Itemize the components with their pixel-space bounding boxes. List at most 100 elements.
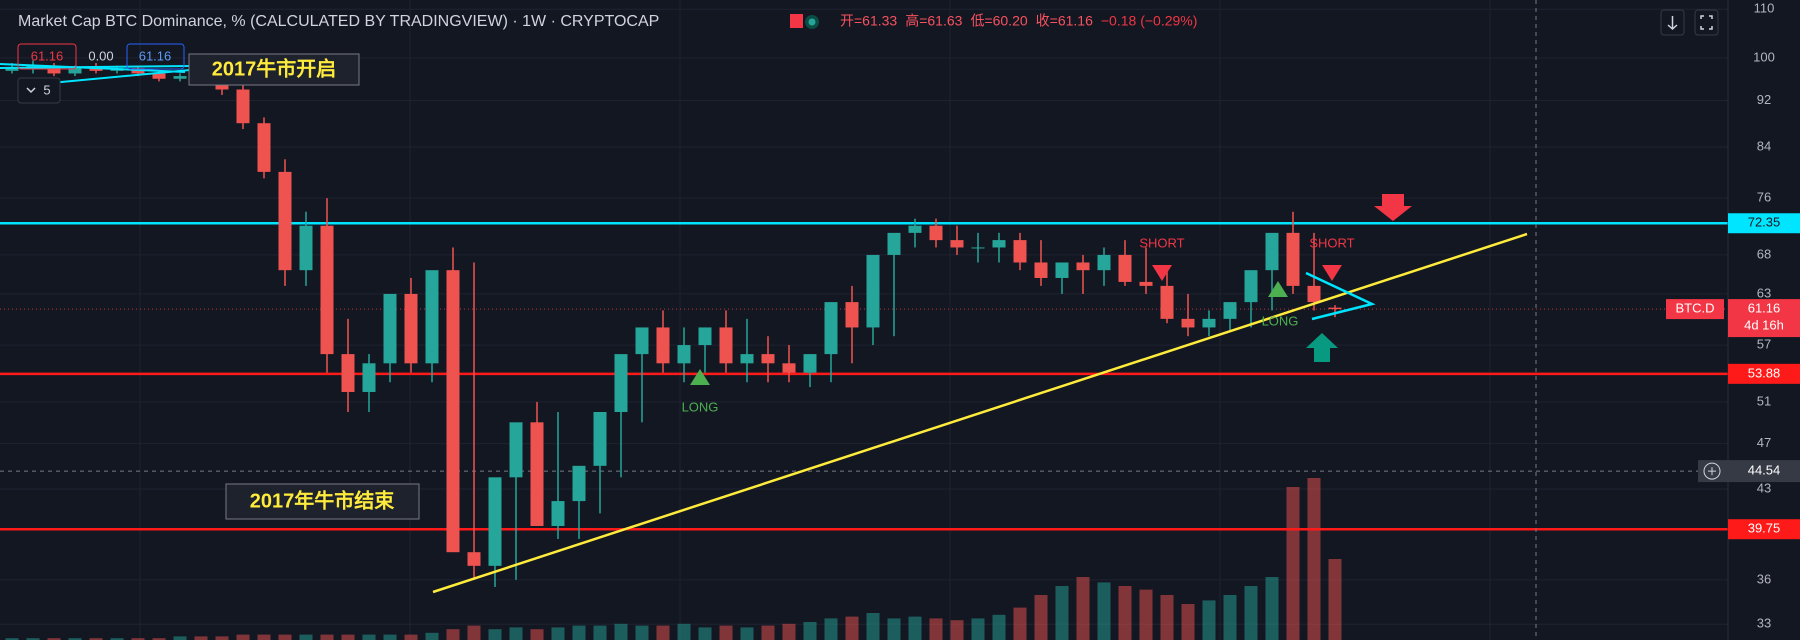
volume-bar xyxy=(635,625,649,640)
legend-box xyxy=(17,43,77,70)
cyan-line xyxy=(39,69,191,85)
volume-bar xyxy=(1223,595,1237,640)
volume-bar xyxy=(236,634,250,640)
volume-bar xyxy=(740,627,754,640)
volume-bar xyxy=(320,634,334,640)
candle-body xyxy=(887,232,901,255)
candle-body xyxy=(1013,240,1027,263)
down-arrow xyxy=(1374,194,1412,221)
chart-title: Market Cap BTC Dominance, % (CALCULATED … xyxy=(18,13,659,30)
ohlc-value: 高=61.63 xyxy=(905,13,962,29)
candle-body xyxy=(803,354,817,373)
volume-bar xyxy=(509,627,523,640)
candle-body xyxy=(509,422,523,478)
y-tick-label: 57 xyxy=(1757,337,1771,352)
candle-body xyxy=(782,363,796,373)
volume-bar xyxy=(824,618,838,640)
volume-bar xyxy=(950,620,964,640)
candle-body xyxy=(68,68,82,74)
candle-body xyxy=(656,327,670,364)
down-icon xyxy=(1667,16,1678,31)
annotation: LONG xyxy=(682,399,719,414)
candle-body xyxy=(677,345,691,364)
candle-body xyxy=(89,68,103,71)
volume-bar xyxy=(866,613,880,640)
volume-bar xyxy=(446,629,460,640)
volume-bar xyxy=(362,634,376,640)
last-price-label: 61.16 xyxy=(1748,301,1781,316)
flag-icon xyxy=(790,14,803,28)
candle-body xyxy=(1160,285,1174,319)
long-marker xyxy=(690,369,710,385)
candle-body xyxy=(824,302,838,355)
candle-body xyxy=(530,422,544,527)
candle-body xyxy=(152,73,166,79)
ohlc-value: 开=61.33 xyxy=(840,13,897,29)
legend-value: 61.16 xyxy=(31,48,64,63)
volume-bar xyxy=(110,638,124,640)
y-tick-label: 76 xyxy=(1757,190,1771,205)
candle-body xyxy=(467,552,481,566)
countdown-label: 4d 16h xyxy=(1744,318,1784,333)
y-tick-label: 33 xyxy=(1757,616,1771,631)
volume-bar xyxy=(761,625,775,640)
ohlc-value: −0.18 (−0.29%) xyxy=(1101,13,1198,29)
candle-body xyxy=(257,123,271,172)
volume-bar xyxy=(383,634,397,640)
long-marker xyxy=(1268,281,1288,297)
volume-bar xyxy=(845,616,859,640)
candle-body xyxy=(1139,281,1153,286)
candle-body xyxy=(929,225,943,241)
price-line-label-box xyxy=(1728,363,1800,384)
candle-body xyxy=(5,68,19,71)
volume-bar xyxy=(257,634,271,640)
volume-bar xyxy=(1013,607,1027,640)
candle-body xyxy=(698,327,712,346)
legend-value: 0.00 xyxy=(88,48,113,63)
candle-body xyxy=(1223,302,1237,319)
volume-bar xyxy=(971,618,985,640)
y-tick-label: 68 xyxy=(1757,246,1771,261)
candle-body xyxy=(971,247,985,249)
candle-body xyxy=(173,76,187,79)
crosshair-label: 44.54 xyxy=(1748,463,1781,478)
volume-bar xyxy=(1076,577,1090,640)
triangle-pattern xyxy=(1305,271,1376,321)
volume-bar xyxy=(152,638,166,640)
candle-body xyxy=(845,302,859,328)
candle-body xyxy=(1076,262,1090,271)
volume-bar xyxy=(1286,487,1300,640)
volume-bar xyxy=(26,638,40,640)
volume-bar xyxy=(719,625,733,640)
candle-body xyxy=(719,327,733,364)
volume-bar xyxy=(1181,604,1195,640)
price-line-label-box xyxy=(1728,213,1800,234)
y-tick-label: 47 xyxy=(1757,435,1771,450)
volume-bar xyxy=(173,636,187,640)
cyan-line xyxy=(0,63,186,73)
trend-line xyxy=(432,232,1528,594)
candle-body xyxy=(1265,232,1279,271)
fullscreen-button[interactable] xyxy=(1694,9,1719,36)
symbol-label: BTC.D xyxy=(1676,301,1715,316)
volume-bar xyxy=(341,634,355,640)
add-icon xyxy=(1708,467,1716,476)
candle-body xyxy=(1244,270,1258,303)
candle-body xyxy=(572,465,586,502)
price-lines xyxy=(0,221,1728,531)
price-line-label: 39.75 xyxy=(1748,521,1781,536)
price-line-label: 72.35 xyxy=(1748,215,1781,230)
ohlc-value: 收=61.16 xyxy=(1036,13,1093,29)
annotation: SHORT xyxy=(1309,235,1354,250)
candle-body xyxy=(1328,307,1342,310)
candle-body xyxy=(404,293,418,364)
indicator-toggle[interactable] xyxy=(17,77,61,104)
candle-body xyxy=(1118,254,1132,282)
candle-body xyxy=(866,254,880,328)
volume-bar xyxy=(1307,478,1321,640)
candle-body xyxy=(47,65,61,74)
volume-panel xyxy=(5,478,1342,640)
fullscreen-icon xyxy=(1700,15,1713,30)
